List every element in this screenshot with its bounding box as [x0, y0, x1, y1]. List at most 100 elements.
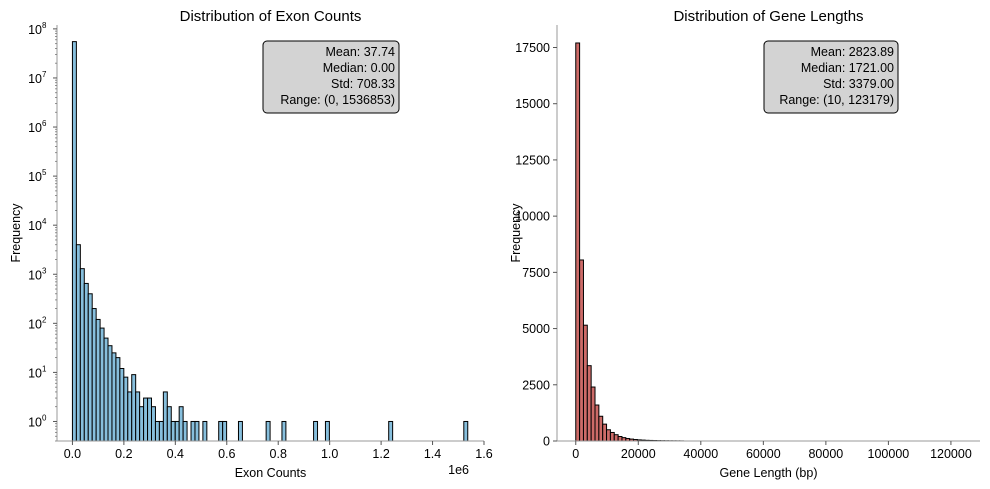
y-tick-label: 10 [28, 121, 42, 135]
histogram-bar [71, 41, 77, 442]
histogram-bar [123, 376, 129, 442]
histogram-bar [586, 365, 592, 442]
histogram-bar [609, 431, 615, 442]
histogram-bar [174, 420, 180, 442]
stats-box-background [763, 40, 899, 114]
x-tick-label: 80000 [808, 447, 843, 461]
x-tick-label: 60000 [746, 447, 781, 461]
stats-line: Median: 1721.00 [801, 61, 894, 75]
histogram-bar [582, 324, 588, 442]
x-tick-label: 0.2 [115, 447, 132, 461]
y-tick-label: 10 [28, 317, 42, 331]
y-tick-label: 10 [28, 23, 42, 37]
histogram-bar [218, 420, 224, 442]
y-tick-exponent: 6 [42, 119, 47, 128]
histogram-bar [87, 293, 93, 442]
chart-panel-1: 0.0 0.2 0.4 0.6 0.8 1.0 1.2 1.4 1.610 010 110 210 31… [9, 8, 493, 480]
y-tick-exponent: 5 [42, 168, 47, 177]
y-tick-exponent: 4 [42, 217, 47, 226]
y-tick-label: 7500 [522, 266, 550, 280]
histogram-bar [154, 420, 160, 442]
histogram-bar [91, 308, 97, 442]
y-tick-label: 10 [28, 366, 42, 380]
histogram-bar [313, 420, 319, 442]
histogram-bar [281, 420, 287, 442]
y-tick-label: 10 [28, 170, 42, 184]
stats-box-background [262, 40, 400, 114]
x-tick-label: 0.6 [218, 447, 235, 461]
histogram-bar [170, 420, 176, 442]
histogram-bar [75, 244, 81, 442]
histogram-bar [324, 420, 330, 442]
y-axis-label: Frequency [9, 203, 23, 263]
y-tick-label: 15000 [515, 97, 550, 111]
stats-line: Median: 0.00 [323, 61, 395, 75]
x-tick-label: 1.2 [372, 447, 389, 461]
x-tick-label: 1.6 [475, 447, 492, 461]
x-tick-label: 0.4 [167, 447, 184, 461]
histogram-bar [151, 406, 156, 442]
y-tick-exponent: 7 [42, 70, 47, 79]
y-tick-exponent: 3 [42, 266, 47, 275]
histogram-bar [194, 420, 200, 442]
histogram-bar [166, 406, 172, 442]
x-offset-label: 1e6 [448, 463, 469, 477]
x-tick-label: 0.8 [270, 447, 287, 461]
y-tick-label: 0 [543, 435, 550, 449]
x-tick-label: 120000 [930, 447, 972, 461]
histogram-bar [613, 434, 619, 442]
histogram-bar [222, 420, 228, 442]
histogram-bar [617, 436, 623, 442]
histogram-bar [107, 345, 113, 442]
histogram-bar [579, 259, 584, 442]
stats-line: Std: 708.33 [331, 77, 395, 91]
histogram-bar [265, 420, 271, 442]
histogram-bar [182, 420, 188, 442]
histogram-bar [83, 282, 89, 442]
chart-panel-2: 0 20000 40000 60000 80000 100000 120000 0 2500 50… [509, 8, 980, 480]
y-tick-label: 10 [28, 72, 42, 86]
y-tick-exponent: 2 [42, 315, 47, 324]
histogram-bar [463, 420, 469, 442]
x-tick-label: 20000 [621, 447, 656, 461]
histogram-bar [99, 327, 105, 442]
histogram-bar [135, 391, 141, 442]
histogram-bar [143, 397, 149, 442]
x-tick-label: 0 [572, 447, 579, 461]
histogram-bar [79, 268, 85, 442]
histogram-bar [237, 420, 243, 442]
y-tick-label: 10000 [515, 210, 550, 224]
y-tick-exponent: 8 [42, 21, 47, 30]
stats-line: Range: (10, 123179) [779, 93, 894, 107]
histogram-bar [621, 437, 627, 442]
y-tick-label: 2500 [522, 378, 550, 392]
histogram-bar [202, 420, 208, 442]
y-tick-exponent: 0 [42, 413, 47, 422]
x-tick-label: 1.0 [321, 447, 338, 461]
x-tick-label: 0.0 [64, 447, 81, 461]
histogram-bar [590, 386, 596, 442]
histogram-bar [139, 406, 145, 442]
chart-title: Distribution of Exon Counts [180, 8, 362, 25]
histogram-bar [190, 420, 196, 442]
histogram-bar [162, 391, 168, 442]
stats-line: Mean: 37.74 [326, 45, 396, 59]
histogram-bar [598, 415, 604, 442]
histogram-bar [602, 423, 608, 442]
histogram-bar [575, 42, 581, 442]
histogram-bar [103, 337, 109, 442]
histogram-bar [388, 420, 394, 442]
y-tick-label: 12500 [515, 153, 550, 167]
y-tick-label: 17500 [515, 41, 550, 55]
stats-box: Mean: 37.74 Median: 0.00 Std: 708.33 Range:… [262, 40, 400, 114]
histogram-bar [606, 429, 611, 442]
histogram-bar [178, 406, 184, 442]
histogram-bar [594, 404, 600, 442]
x-axis-label: Gene Length (bp) [720, 466, 818, 480]
y-tick-label: 10 [28, 219, 42, 233]
x-tick-label: 100000 [868, 447, 910, 461]
y-tick-label: 5000 [522, 322, 550, 336]
stats-line: Mean: 2823.89 [811, 45, 894, 59]
